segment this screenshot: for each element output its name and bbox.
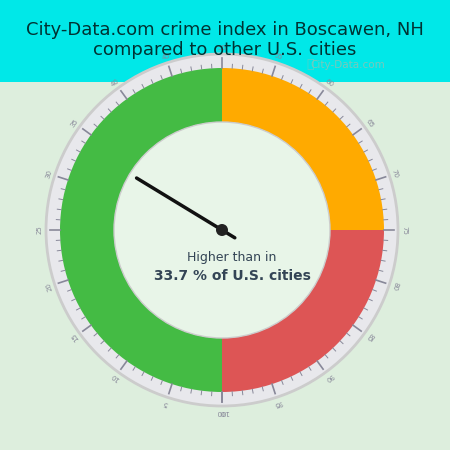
- Text: compared to other U.S. cities: compared to other U.S. cities: [93, 41, 357, 59]
- Text: 35: 35: [70, 117, 80, 128]
- Text: 90: 90: [324, 372, 334, 382]
- Text: City-Data.com: City-Data.com: [310, 60, 385, 70]
- Text: 70: 70: [391, 169, 399, 179]
- Wedge shape: [222, 230, 384, 392]
- Text: ⓘ: ⓘ: [306, 58, 314, 72]
- Text: 65: 65: [364, 117, 374, 128]
- Text: 0: 0: [220, 409, 224, 415]
- Text: 5: 5: [163, 400, 169, 407]
- Circle shape: [114, 122, 330, 338]
- Text: City-Data.com crime index in Boscawen, NH: City-Data.com crime index in Boscawen, N…: [26, 21, 424, 39]
- Text: 55: 55: [273, 53, 284, 61]
- Bar: [0, 82, 450, 450]
- Text: 95: 95: [273, 399, 284, 407]
- Text: 15: 15: [70, 332, 80, 342]
- Text: 100: 100: [215, 409, 229, 415]
- Wedge shape: [60, 68, 222, 392]
- Wedge shape: [222, 68, 384, 230]
- Text: 75: 75: [401, 225, 407, 234]
- Text: 20: 20: [45, 281, 53, 292]
- Text: 60: 60: [324, 78, 334, 88]
- Text: 30: 30: [45, 169, 53, 179]
- Text: 50: 50: [217, 45, 226, 51]
- Text: 40: 40: [110, 78, 121, 88]
- Text: Higher than in: Higher than in: [187, 252, 277, 265]
- Text: 80: 80: [391, 281, 399, 292]
- Text: 33.7 % of U.S. cities: 33.7 % of U.S. cities: [153, 269, 310, 283]
- Text: 45: 45: [161, 53, 171, 61]
- Text: 25: 25: [37, 225, 43, 234]
- Text: 85: 85: [364, 332, 374, 342]
- Text: 10: 10: [110, 372, 121, 382]
- Circle shape: [46, 54, 398, 406]
- Circle shape: [216, 224, 228, 236]
